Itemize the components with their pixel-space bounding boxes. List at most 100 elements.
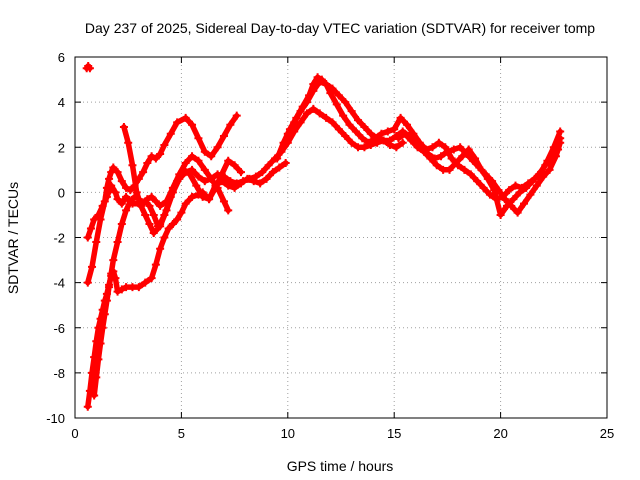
data-point-marker <box>113 195 122 204</box>
data-point-marker <box>126 197 135 206</box>
data-point-marker <box>419 147 428 156</box>
data-point-marker <box>126 186 135 195</box>
data-point-marker <box>334 91 343 100</box>
data-point-marker <box>232 111 241 120</box>
data-point-marker <box>139 168 148 177</box>
data-point-marker <box>366 129 375 138</box>
data-point-marker <box>98 323 107 332</box>
data-point-marker <box>328 84 337 93</box>
data-point-marker <box>396 113 405 122</box>
data-point-marker <box>360 122 369 131</box>
data-point-marker <box>520 199 529 208</box>
data-point-marker <box>341 131 350 140</box>
data-point-marker <box>83 402 92 411</box>
data-point-marker <box>117 199 126 208</box>
data-point-marker <box>496 210 505 219</box>
data-point-marker <box>181 199 190 208</box>
data-point-marker <box>177 208 186 217</box>
data-point-marker <box>526 190 535 199</box>
data-point-marker <box>471 154 480 163</box>
data-point-marker <box>402 120 411 129</box>
data-point-marker <box>534 170 543 179</box>
data-point-marker <box>160 140 169 149</box>
data-series <box>82 62 565 411</box>
data-point-marker <box>268 168 277 177</box>
data-point-marker <box>364 138 373 147</box>
data-point-marker <box>490 186 499 195</box>
data-point-marker <box>226 120 235 129</box>
data-point-marker <box>136 201 145 210</box>
data-point-marker <box>149 210 158 219</box>
data-point-marker <box>156 244 165 253</box>
data-point-marker <box>256 179 265 188</box>
data-point-marker <box>188 165 197 174</box>
data-point-marker <box>522 183 531 192</box>
x-axis-label: GPS time / hours <box>287 458 394 474</box>
data-point-marker <box>509 195 518 204</box>
data-point-marker <box>505 186 514 195</box>
data-point-marker <box>513 208 522 217</box>
data-point-marker <box>164 224 173 233</box>
y-tick-label: -6 <box>53 321 65 336</box>
data-point-marker <box>86 224 95 233</box>
data-point-marker <box>207 174 216 183</box>
data-point-marker <box>554 145 563 154</box>
data-point-marker <box>283 129 292 138</box>
data-point-marker <box>377 129 386 138</box>
data-point-marker <box>354 116 363 125</box>
data-point-marker <box>502 201 511 210</box>
data-point-marker <box>119 122 128 131</box>
chart-title: Day 237 of 2025, Sidereal Day-to-day VTE… <box>85 20 595 36</box>
data-point-marker <box>175 174 184 183</box>
data-point-marker <box>296 107 305 116</box>
data-point-marker <box>105 174 114 183</box>
data-point-marker <box>230 161 239 170</box>
data-point-marker <box>194 172 203 181</box>
data-point-marker <box>166 129 175 138</box>
data-point-marker <box>100 310 109 319</box>
data-point-marker <box>102 296 111 305</box>
data-point-marker <box>200 177 209 186</box>
data-point-marker <box>117 177 126 186</box>
data-point-marker <box>213 143 222 152</box>
data-point-marker <box>290 118 299 127</box>
data-point-marker <box>279 138 288 147</box>
data-point-marker <box>156 201 165 210</box>
data-point-marker <box>400 129 409 138</box>
data-point-marker <box>443 147 452 156</box>
data-point-marker <box>109 163 118 172</box>
y-tick-label: -2 <box>53 231 65 246</box>
data-point-marker <box>394 134 403 143</box>
data-point-marker <box>466 170 475 179</box>
data-point-marker <box>309 86 318 95</box>
data-point-marker <box>281 159 290 168</box>
data-point-marker <box>117 219 126 228</box>
data-point-marker <box>156 222 165 231</box>
data-point-marker <box>105 283 114 292</box>
data-point-marker <box>113 238 122 247</box>
data-point-marker <box>102 183 111 192</box>
data-point-marker <box>385 136 394 145</box>
data-point-marker <box>181 168 190 177</box>
data-point-marker <box>188 120 197 129</box>
data-point-marker <box>122 192 131 201</box>
data-point-marker <box>322 113 331 122</box>
data-point-marker <box>351 127 360 136</box>
data-point-marker <box>117 285 126 294</box>
data-point-marker <box>145 201 154 210</box>
data-point-marker <box>181 159 190 168</box>
y-tick-label: -8 <box>53 366 65 381</box>
data-point-marker <box>224 156 233 165</box>
y-tick-label: 6 <box>58 50 65 65</box>
data-point-marker <box>473 177 482 186</box>
data-point-marker <box>464 145 473 154</box>
data-point-marker <box>322 80 331 89</box>
data-point-marker <box>547 154 556 163</box>
data-point-marker <box>168 188 177 197</box>
data-point-marker <box>460 165 469 174</box>
data-point-marker <box>302 109 311 118</box>
data-point-marker <box>88 262 97 271</box>
data-point-marker <box>251 172 260 181</box>
y-axis-label: SDTVAR / TECUs <box>5 182 21 294</box>
